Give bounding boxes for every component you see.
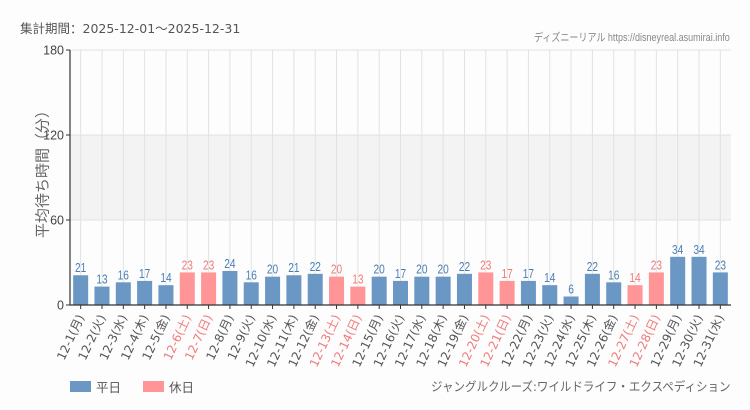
y-tick-label: 120	[43, 129, 64, 143]
y-tick-label: 60	[50, 214, 64, 228]
bar[interactable]	[115, 282, 131, 305]
period-label: 集計期間：2025-12-01～2025-12-31	[20, 21, 241, 36]
attraction-name: ジャングルクルーズ:ワイルドライフ・エクスペディション	[430, 379, 730, 394]
y-tick-label: 180	[43, 44, 64, 58]
site-credit: ディズニーリアル https://disneyreal.asumirai.inf…	[534, 32, 730, 44]
bar[interactable]	[94, 286, 110, 305]
bar-value-label: 21	[288, 261, 299, 275]
legend: 平日 休日	[70, 377, 216, 396]
bar-value-label: 6	[568, 282, 574, 296]
bar-value-label: 13	[96, 272, 107, 286]
y-tick-label: 0	[57, 299, 64, 313]
bar-value-label: 17	[523, 267, 534, 281]
bar[interactable]	[243, 282, 259, 305]
bar-value-label: 20	[331, 263, 343, 277]
bar-value-label: 21	[75, 261, 86, 275]
bar-value-label: 14	[544, 271, 556, 285]
bar[interactable]	[563, 296, 579, 306]
bar[interactable]	[478, 272, 494, 305]
bar-value-label: 23	[480, 258, 491, 272]
bar-value-label: 24	[224, 257, 236, 271]
legend-weekday-label: 平日	[96, 380, 122, 395]
bar-value-label: 22	[310, 260, 321, 274]
bar[interactable]	[606, 282, 622, 305]
bar[interactable]	[670, 256, 686, 305]
bar[interactable]	[456, 273, 472, 305]
bar-value-label: 20	[267, 263, 279, 277]
bar-value-label: 22	[587, 260, 598, 274]
weekday-swatch	[70, 381, 91, 392]
bar[interactable]	[393, 280, 408, 305]
bar-value-label: 34	[693, 243, 705, 257]
bar[interactable]	[371, 276, 387, 305]
bar-value-label: 23	[203, 258, 214, 272]
bar-value-label: 17	[395, 267, 406, 281]
bar-value-label: 16	[118, 268, 129, 282]
bar-value-label: 34	[672, 243, 684, 257]
bar[interactable]	[584, 273, 600, 305]
bar[interactable]	[329, 276, 345, 305]
bar-value-label: 14	[629, 271, 641, 285]
bar[interactable]	[414, 276, 430, 305]
bar-value-label: 20	[416, 263, 428, 277]
bar[interactable]	[627, 285, 643, 305]
bar[interactable]	[307, 273, 323, 305]
legend-item-holiday[interactable]: 休日	[143, 377, 194, 396]
bar-value-label: 23	[715, 258, 726, 272]
bar[interactable]	[648, 272, 664, 305]
bar[interactable]	[350, 286, 366, 305]
bar-value-label: 16	[608, 268, 619, 282]
bar[interactable]	[201, 272, 217, 305]
bar[interactable]	[712, 272, 728, 305]
bar[interactable]	[286, 275, 302, 305]
bar[interactable]	[73, 275, 89, 305]
bar[interactable]	[435, 276, 451, 305]
bar-value-label: 23	[182, 258, 193, 272]
bar[interactable]	[137, 280, 153, 305]
bar-value-label: 17	[139, 267, 150, 281]
bar[interactable]	[691, 256, 707, 305]
bar-value-label: 22	[459, 260, 470, 274]
bar-value-label: 14	[160, 271, 172, 285]
legend-item-weekday[interactable]: 平日	[70, 377, 121, 396]
bar-value-label: 16	[246, 268, 257, 282]
bar[interactable]	[222, 271, 238, 305]
holiday-swatch	[143, 381, 165, 392]
bar[interactable]	[158, 285, 174, 305]
bar[interactable]	[179, 272, 195, 305]
bar-value-label: 20	[374, 263, 386, 277]
bar-value-label: 23	[651, 258, 662, 272]
legend-holiday-label: 休日	[169, 380, 195, 395]
bar[interactable]	[499, 280, 515, 305]
bar-value-label: 13	[352, 272, 363, 286]
bar[interactable]	[520, 280, 536, 305]
bar[interactable]	[265, 276, 281, 305]
bar-value-label: 20	[438, 263, 450, 277]
bar-value-label: 17	[501, 267, 512, 281]
bar[interactable]	[542, 285, 558, 305]
